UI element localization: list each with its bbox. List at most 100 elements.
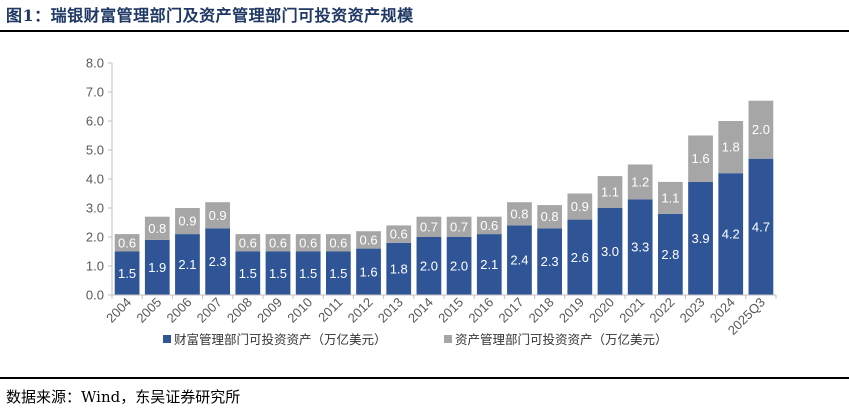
data-label-asset: 2.0	[752, 122, 770, 137]
data-label-asset: 0.8	[541, 209, 559, 224]
y-tick-label: 5.0	[86, 143, 104, 158]
data-label-asset: 0.6	[239, 235, 257, 250]
bar-wealth-segment	[325, 251, 351, 295]
y-tick-label: 7.0	[86, 85, 104, 100]
data-label-wealth: 2.3	[209, 254, 227, 269]
bar-asset-segment	[325, 234, 351, 252]
y-tick-label: 6.0	[86, 114, 104, 129]
data-label-asset: 0.9	[571, 199, 589, 214]
bar-asset-segment	[567, 193, 593, 220]
data-label-wealth: 1.8	[390, 261, 408, 276]
data-label-wealth: 2.6	[571, 250, 589, 265]
bar-asset-segment	[748, 100, 774, 159]
x-tick-label: 2009	[254, 295, 285, 326]
data-label-wealth: 2.8	[661, 247, 679, 262]
bar-asset-segment	[627, 164, 653, 200]
bar-asset-segment	[205, 202, 231, 229]
data-label-wealth: 2.1	[178, 257, 196, 272]
legend: 财富管理部门可投资资产（万亿美元） 资产管理部门可投资资产（万亿美元）	[163, 332, 668, 347]
x-tick-label: 2005	[133, 295, 164, 326]
source-note: 数据来源：Wind，东吴证券研究所	[6, 388, 241, 406]
bar-wealth-segment	[567, 219, 593, 295]
x-tick-label: 2011	[315, 295, 345, 325]
bar-wealth-segment	[537, 228, 563, 295]
bar-wealth-segment	[507, 225, 532, 295]
x-tick-label: 2022	[646, 295, 677, 326]
bar-asset-segment	[597, 176, 623, 208]
x-tick-label: 2016	[465, 295, 496, 326]
x-tick-label: 2014	[405, 295, 436, 326]
bar-wealth-segment	[627, 199, 653, 295]
y-tick-label: 0.0	[86, 288, 104, 303]
bar-asset-segment	[446, 216, 472, 237]
data-label-asset: 0.7	[420, 219, 438, 234]
bar-wealth-segment	[748, 158, 774, 295]
y-tick-label: 3.0	[86, 201, 104, 216]
bar-wealth-segment	[476, 234, 502, 295]
data-label-wealth: 1.5	[299, 266, 317, 281]
title-rule	[0, 30, 849, 32]
data-label-wealth: 2.1	[480, 257, 498, 272]
data-label-asset: 0.8	[510, 206, 528, 221]
data-label-wealth: 2.3	[541, 254, 559, 269]
bar-wealth-segment	[205, 228, 231, 295]
data-label-wealth: 3.0	[601, 244, 619, 259]
x-tick-label: 2019	[556, 295, 587, 326]
data-label-asset: 0.6	[269, 235, 287, 250]
legend-swatch-wealth	[163, 335, 171, 343]
x-tick-label: 2007	[194, 295, 225, 326]
x-tick-label: 2021	[616, 295, 647, 326]
data-label-asset: 0.9	[178, 214, 196, 229]
y-tick-label: 8.0	[86, 56, 104, 71]
bar-wealth-segment	[144, 239, 170, 295]
bar-wealth-segment	[446, 237, 472, 295]
data-label-asset: 1.2	[631, 174, 649, 189]
legend-swatch-asset	[444, 335, 452, 343]
data-label-asset: 1.6	[692, 151, 710, 166]
y-tick-label: 2.0	[86, 230, 104, 245]
data-label-asset: 0.9	[209, 208, 227, 223]
bar-asset-segment	[235, 234, 261, 252]
bar-wealth-segment	[688, 181, 713, 295]
data-label-wealth: 1.5	[269, 266, 287, 281]
legend-label-asset: 资产管理部门可投资资产（万亿美元）	[455, 332, 668, 347]
data-label-wealth: 1.5	[118, 266, 136, 281]
bar-wealth-segment	[718, 173, 744, 295]
x-tick-label: 2018	[526, 295, 557, 326]
data-label-asset: 1.1	[601, 185, 619, 200]
x-tick-label: 2006	[164, 295, 195, 326]
bar-asset-segment	[265, 234, 291, 252]
bar-wealth-segment	[295, 251, 321, 295]
bar-asset-segment	[657, 181, 683, 214]
data-label-asset: 0.6	[299, 235, 317, 250]
x-tick-label: 2015	[435, 295, 466, 326]
data-label-wealth: 4.2	[722, 227, 740, 242]
data-label-wealth: 3.3	[631, 240, 649, 255]
data-label-wealth: 1.5	[329, 266, 347, 281]
data-label-asset: 0.8	[148, 221, 166, 236]
data-label-asset: 1.8	[722, 140, 740, 155]
data-label-asset: 0.7	[450, 219, 468, 234]
x-tick-label: 2012	[345, 295, 376, 326]
source-rule	[0, 377, 849, 379]
legend-label-wealth: 财富管理部门可投资资产（万亿美元）	[174, 332, 387, 347]
data-label-asset: 0.6	[360, 232, 378, 247]
bar-wealth-segment	[597, 208, 623, 295]
bars: 1.5 0.6 1.9 0.8 2.1 0.9 2.3 0.9 1.5 0.6 1.5 0.6 1.5 0…	[114, 100, 774, 295]
bar-wealth-segment	[386, 242, 412, 295]
x-tick-label: 2017	[496, 295, 527, 326]
bar-wealth-segment	[416, 237, 442, 295]
bar-asset-segment	[507, 202, 532, 226]
x-tick-label: 2013	[375, 295, 406, 326]
data-label-asset: 1.1	[661, 190, 679, 205]
bar-asset-segment	[537, 205, 563, 229]
bar-asset-segment	[144, 216, 170, 240]
x-tick-label: 2008	[224, 295, 255, 326]
data-label-wealth: 2.4	[510, 253, 528, 268]
bar-wealth-segment	[265, 251, 291, 295]
data-label-asset: 0.6	[390, 227, 408, 242]
bar-asset-segment	[416, 216, 442, 237]
bar-wealth-segment	[356, 248, 381, 295]
x-tick-label: 2023	[677, 295, 708, 326]
bar-asset-segment	[175, 208, 200, 235]
